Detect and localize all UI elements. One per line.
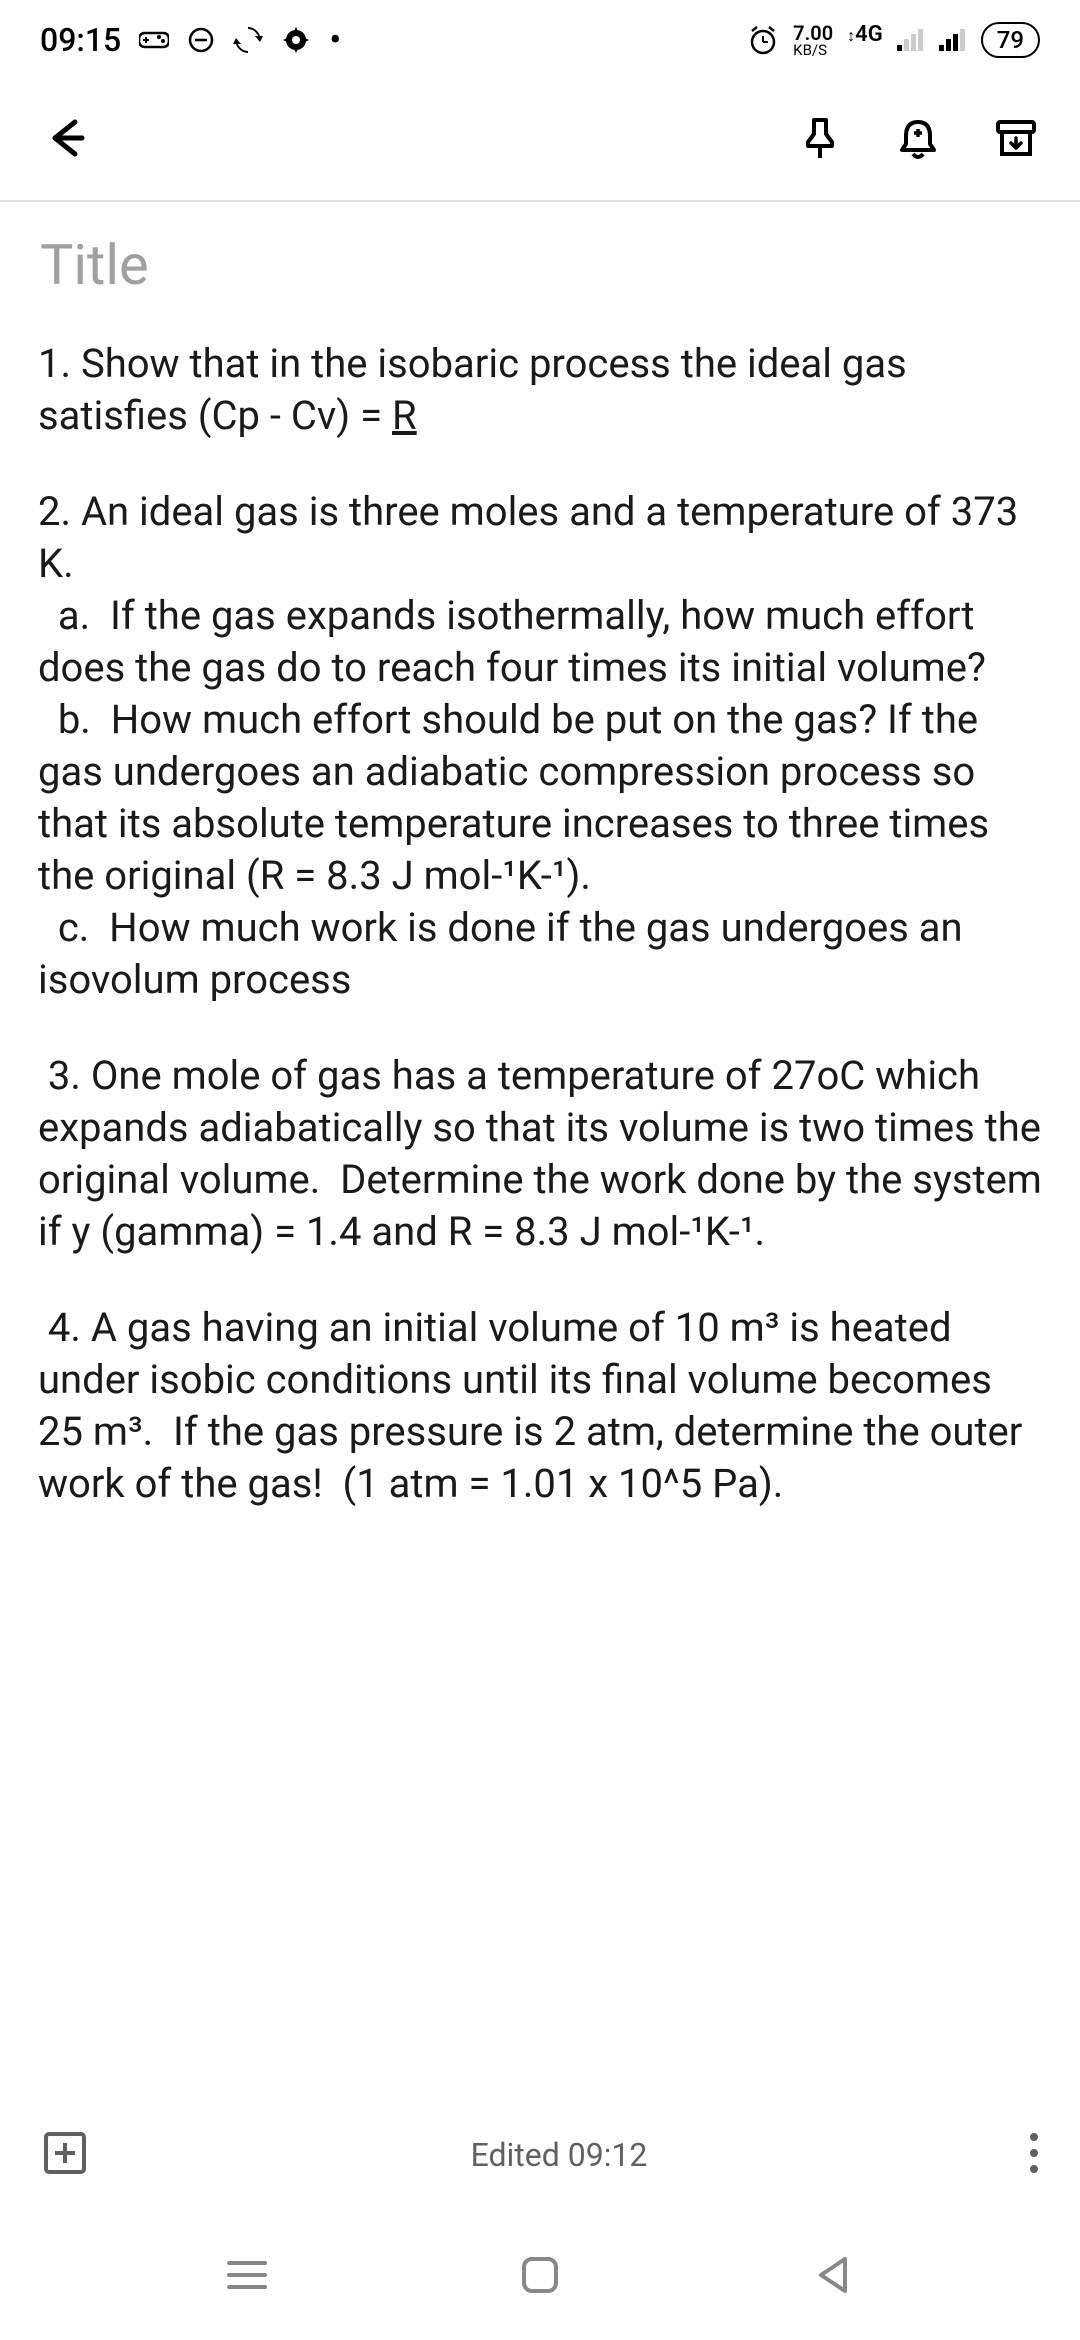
nav-home-button[interactable] xyxy=(510,2245,570,2305)
status-left: 09:15 • xyxy=(40,19,341,61)
note-content[interactable]: 1. Show that in the isobaric process the… xyxy=(0,318,1080,2100)
dnd-icon xyxy=(187,26,215,54)
nav-recent-button[interactable] xyxy=(217,2245,277,2305)
edited-timestamp: Edited 09:12 xyxy=(90,2136,1028,2174)
add-button[interactable] xyxy=(40,2128,90,2182)
signal-icon-2 xyxy=(939,29,967,51)
status-right: 7.00 KB/S ↕4G 79 xyxy=(747,22,1040,58)
more-options-button[interactable] xyxy=(1028,2129,1040,2181)
data-rate-value: 7.00 xyxy=(793,23,833,43)
nav-back-button[interactable] xyxy=(803,2245,863,2305)
title-area[interactable]: Title xyxy=(0,202,1080,318)
more-dot-icon: • xyxy=(329,19,341,61)
reminder-button[interactable] xyxy=(894,114,942,166)
status-bar: 09:15 • 7.00 KB/S ↕4G 79 xyxy=(0,0,1080,80)
question-2: 2. An ideal gas is three moles and a tem… xyxy=(38,486,1042,1006)
network-type: ↕4G xyxy=(847,22,883,47)
back-button[interactable] xyxy=(40,112,92,168)
pin-button[interactable] xyxy=(796,114,844,166)
game-icon xyxy=(139,29,169,51)
bottom-toolbar: Edited 09:12 xyxy=(0,2100,1080,2210)
settings-icon xyxy=(281,25,311,55)
data-rate-unit: KB/S xyxy=(793,43,833,58)
alarm-icon xyxy=(747,24,779,56)
archive-button[interactable] xyxy=(992,114,1040,166)
question-3: 3. One mole of gas has a temperature of … xyxy=(38,1050,1042,1258)
sync-icon xyxy=(233,25,263,55)
battery-indicator: 79 xyxy=(981,22,1040,58)
navigation-bar xyxy=(0,2210,1080,2340)
question-1: 1. Show that in the isobaric process the… xyxy=(38,338,1042,442)
question-4: 4. A gas having an initial volume of 10 … xyxy=(38,1302,1042,1510)
app-header xyxy=(0,80,1080,200)
status-time: 09:15 xyxy=(40,21,121,59)
signal-icon-1 xyxy=(897,29,925,51)
title-input[interactable]: Title xyxy=(40,232,149,298)
data-rate: 7.00 KB/S xyxy=(793,23,833,58)
